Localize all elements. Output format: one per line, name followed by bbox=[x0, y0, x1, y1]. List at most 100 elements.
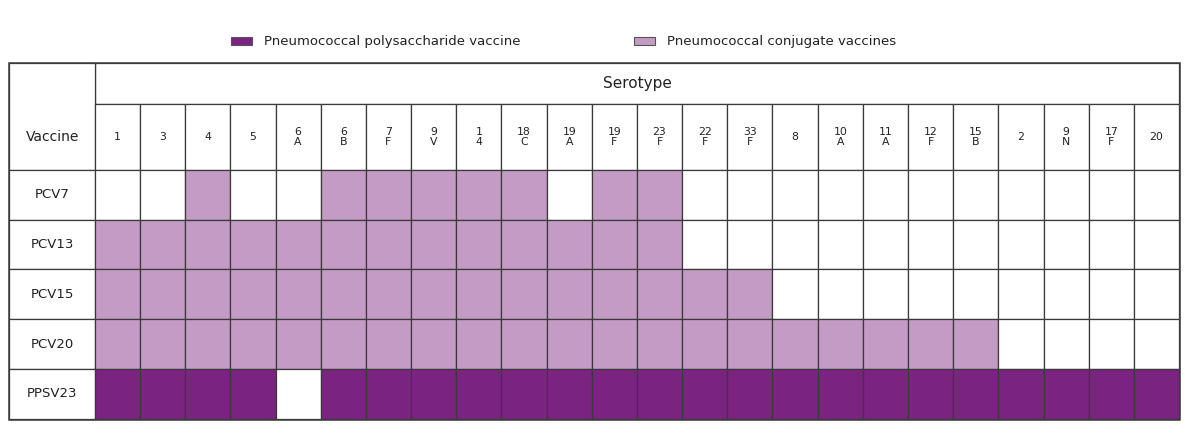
Bar bbox=[1044, 369, 1089, 419]
Bar bbox=[140, 369, 185, 419]
Bar bbox=[366, 319, 411, 369]
Text: 6
A: 6 A bbox=[294, 127, 302, 147]
Bar bbox=[953, 270, 998, 319]
Bar bbox=[546, 170, 591, 220]
Bar bbox=[998, 220, 1044, 270]
Bar bbox=[1089, 369, 1134, 419]
Bar bbox=[230, 369, 275, 419]
Bar bbox=[998, 369, 1044, 419]
Bar bbox=[773, 369, 818, 419]
Text: 12
F: 12 F bbox=[924, 127, 937, 147]
Text: 9
V: 9 V bbox=[430, 127, 437, 147]
Bar bbox=[501, 220, 546, 270]
Text: 20: 20 bbox=[1149, 132, 1164, 142]
Bar bbox=[366, 270, 411, 319]
Bar bbox=[908, 270, 953, 319]
Bar bbox=[95, 63, 1179, 104]
Bar bbox=[456, 104, 501, 170]
Bar bbox=[95, 104, 140, 170]
Bar bbox=[863, 220, 908, 270]
Bar bbox=[1044, 319, 1089, 369]
Text: Pneumococcal polysaccharide vaccine: Pneumococcal polysaccharide vaccine bbox=[264, 35, 520, 48]
Bar bbox=[321, 220, 366, 270]
Bar bbox=[863, 270, 908, 319]
Bar bbox=[321, 319, 366, 369]
Bar bbox=[998, 319, 1044, 369]
Bar bbox=[728, 319, 773, 369]
Bar bbox=[185, 369, 230, 419]
Text: 1
4: 1 4 bbox=[475, 127, 482, 147]
Bar bbox=[275, 319, 321, 369]
Bar bbox=[1089, 319, 1134, 369]
Text: 15
B: 15 B bbox=[969, 127, 982, 147]
Bar bbox=[1044, 270, 1089, 319]
Bar bbox=[501, 319, 546, 369]
Bar bbox=[683, 220, 728, 270]
Bar bbox=[185, 270, 230, 319]
Bar bbox=[591, 319, 636, 369]
Text: PPSV23: PPSV23 bbox=[27, 388, 77, 401]
Bar bbox=[998, 170, 1044, 220]
Bar bbox=[9, 270, 95, 319]
Text: 6
B: 6 B bbox=[340, 127, 347, 147]
Text: PCV13: PCV13 bbox=[31, 238, 73, 251]
Bar bbox=[683, 170, 728, 220]
Text: 22
F: 22 F bbox=[698, 127, 711, 147]
Text: 7
F: 7 F bbox=[385, 127, 392, 147]
Text: 9
N: 9 N bbox=[1062, 127, 1070, 147]
Bar bbox=[366, 369, 411, 419]
Bar bbox=[9, 63, 1179, 419]
Bar bbox=[683, 369, 728, 419]
Bar bbox=[456, 170, 501, 220]
Bar bbox=[185, 170, 230, 220]
Bar bbox=[1134, 319, 1179, 369]
Bar bbox=[863, 170, 908, 220]
Text: 8: 8 bbox=[792, 132, 799, 142]
Bar bbox=[728, 270, 773, 319]
Bar bbox=[591, 369, 636, 419]
Bar bbox=[1134, 170, 1179, 220]
Bar bbox=[953, 220, 998, 270]
Bar bbox=[1044, 220, 1089, 270]
Bar bbox=[501, 369, 546, 419]
Bar bbox=[230, 319, 275, 369]
Text: PCV15: PCV15 bbox=[31, 288, 73, 301]
Bar bbox=[728, 170, 773, 220]
Bar bbox=[683, 104, 728, 170]
Bar bbox=[1044, 104, 1089, 170]
Bar bbox=[908, 319, 953, 369]
Text: 33
F: 33 F bbox=[743, 127, 757, 147]
Bar bbox=[95, 220, 140, 270]
Bar bbox=[591, 104, 636, 170]
Bar bbox=[501, 270, 546, 319]
Bar bbox=[638, 270, 683, 319]
Bar bbox=[953, 369, 998, 419]
Bar bbox=[953, 319, 998, 369]
Bar bbox=[501, 170, 546, 220]
Bar bbox=[456, 220, 501, 270]
Bar bbox=[634, 37, 655, 45]
Bar bbox=[185, 104, 230, 170]
Bar bbox=[863, 369, 908, 419]
Bar bbox=[95, 170, 140, 220]
Bar bbox=[773, 270, 818, 319]
Bar bbox=[411, 104, 456, 170]
Text: 2: 2 bbox=[1018, 132, 1024, 142]
Bar bbox=[1089, 270, 1134, 319]
Bar bbox=[230, 170, 275, 220]
Text: PCV20: PCV20 bbox=[31, 338, 73, 351]
Bar bbox=[998, 270, 1044, 319]
Bar bbox=[1089, 104, 1134, 170]
Bar bbox=[140, 270, 185, 319]
Bar bbox=[9, 319, 95, 369]
Bar bbox=[1089, 220, 1134, 270]
Bar bbox=[546, 369, 591, 419]
Bar bbox=[638, 104, 683, 170]
Bar bbox=[411, 270, 456, 319]
Bar bbox=[546, 270, 591, 319]
Bar bbox=[728, 220, 773, 270]
Bar bbox=[591, 270, 636, 319]
Bar bbox=[95, 369, 140, 419]
Bar bbox=[773, 220, 818, 270]
Bar bbox=[411, 319, 456, 369]
